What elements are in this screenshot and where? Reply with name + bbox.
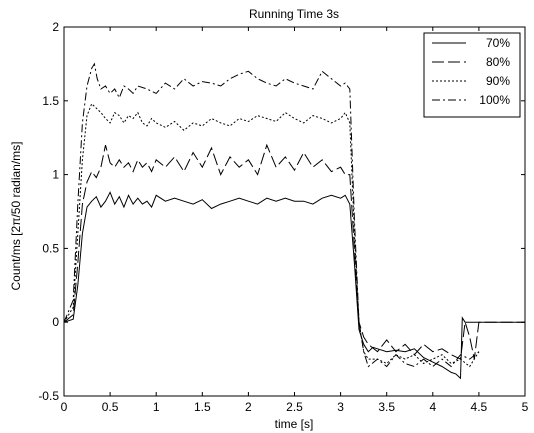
series-line-4: [63, 62, 480, 368]
y-tick-label: 1.5: [42, 94, 59, 108]
x-tick-label: 1.5: [194, 400, 211, 414]
legend-label-3: 90%: [486, 74, 510, 88]
axis-ticks: 0 0.5 1 1.5 2 2.5 3 3.5 4 4.5 5-0.500.511.52: [38, 20, 528, 414]
x-tick-label: 5: [522, 400, 529, 414]
x-tick-label: 3: [337, 400, 344, 414]
series-line-3: [63, 102, 480, 368]
series-line-2: [63, 143, 525, 360]
y-axis-label: Count/ms [2π/50 radian/ms]: [9, 141, 23, 290]
x-tick-label: 4: [429, 400, 436, 414]
chart-title: Running Time 3s: [249, 7, 339, 21]
legend-label-4: 100%: [479, 93, 510, 107]
legend-label-2: 80%: [486, 55, 510, 69]
x-axis-label: time [s]: [275, 417, 314, 431]
y-tick-label: 2: [52, 20, 59, 34]
legend: 70% 80% 90% 100%: [423, 32, 521, 118]
x-tick-label: 1: [153, 400, 160, 414]
x-tick-label: 4.5: [471, 400, 488, 414]
x-tick-label: 0.5: [102, 400, 119, 414]
legend-label-1: 70%: [486, 36, 510, 50]
x-tick-label: 3.5: [378, 400, 395, 414]
y-tick-label: 0.5: [42, 241, 59, 255]
x-tick-label: 2.5: [286, 400, 303, 414]
x-tick-label: 2: [245, 400, 252, 414]
legend-box: [423, 32, 521, 118]
y-tick-label: -0.5: [38, 389, 59, 403]
y-tick-label: 1: [52, 168, 59, 182]
y-tick-label: 0: [52, 315, 59, 329]
x-tick-label: 0: [61, 400, 68, 414]
